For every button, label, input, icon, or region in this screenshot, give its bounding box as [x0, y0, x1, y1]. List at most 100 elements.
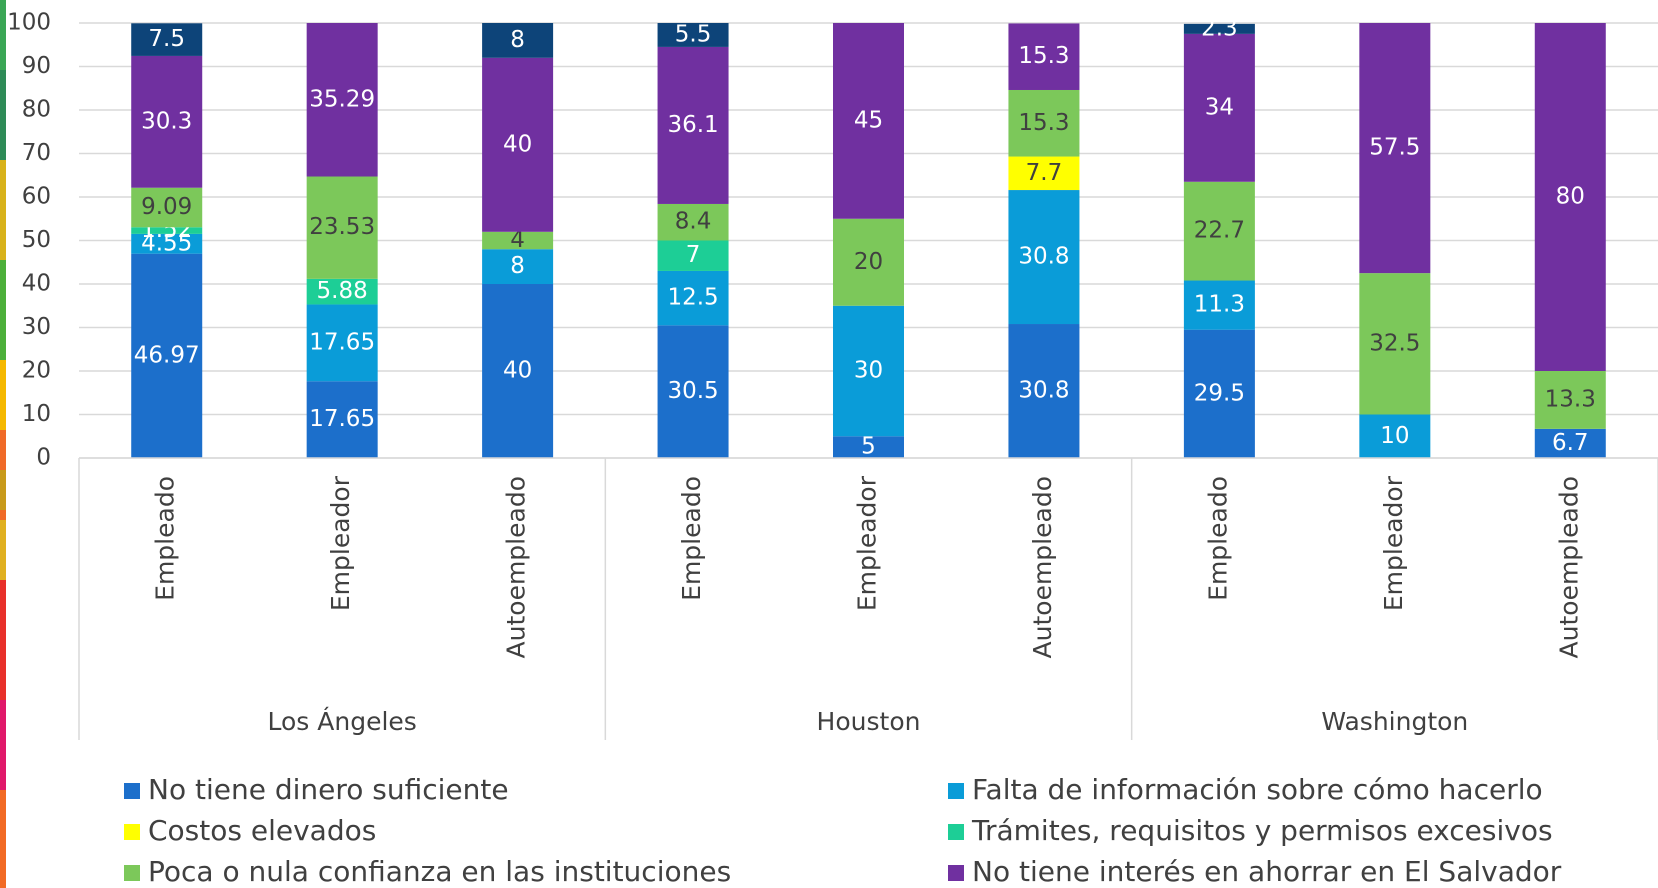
group-label: Washington [1321, 707, 1468, 736]
bar-segment [131, 227, 203, 234]
bar-segment [306, 304, 378, 382]
bar-segment [131, 187, 203, 228]
bar-segment [1359, 414, 1431, 458]
bar-segment [1534, 371, 1606, 429]
bar-segment [1183, 33, 1255, 182]
bar-segment [482, 57, 554, 232]
data-label: 7.7 [1026, 160, 1063, 186]
data-label: 5.5 [675, 21, 712, 47]
data-label: 15.3 [1018, 43, 1069, 69]
bar-segment [1183, 329, 1255, 458]
bar-segment [306, 23, 378, 177]
data-label: 4 [510, 227, 525, 253]
bar-segment [1359, 23, 1431, 274]
data-label: 5 [861, 434, 876, 460]
legend-label: No tiene interés en ahorrar en El Salvad… [972, 855, 1562, 888]
x-tick-label: Empleado [151, 476, 180, 601]
data-label: 10 [1380, 423, 1409, 449]
y-tick-label: 40 [22, 271, 51, 297]
legend-swatch [124, 824, 140, 840]
bar-segment [657, 203, 729, 241]
y-tick-label: 100 [7, 10, 51, 36]
data-label: 12.5 [667, 285, 718, 311]
data-label: 40 [503, 131, 532, 157]
y-tick-label: 70 [22, 140, 51, 166]
data-label: 23.53 [309, 214, 375, 240]
bar-segment [1183, 280, 1255, 330]
data-label: 7.5 [148, 26, 185, 52]
data-label: 8 [510, 253, 525, 279]
bar-segment [482, 249, 554, 284]
data-label: 36.1 [667, 112, 718, 138]
data-label: 22.7 [1194, 218, 1245, 244]
data-label: 13.3 [1545, 386, 1596, 412]
x-tick-label: Empleado [1203, 476, 1232, 601]
bar-segment [1008, 89, 1080, 157]
bar-segment [833, 436, 904, 458]
bar-segment [1008, 156, 1080, 191]
bar-segment [1534, 428, 1606, 458]
data-label: 29.5 [1194, 380, 1245, 406]
data-label: 46.97 [134, 342, 200, 368]
legend-label: Poca o nula confianza en las institucion… [148, 855, 731, 888]
data-label: 40 [503, 358, 532, 384]
bar-segment [482, 23, 554, 58]
bar-segment [1008, 23, 1080, 90]
data-label: 20 [854, 249, 883, 275]
bar-segment [306, 381, 378, 458]
y-tick-label: 30 [22, 314, 51, 340]
group-label: Houston [817, 707, 921, 736]
bar-segment [657, 46, 729, 204]
data-label: 35.29 [309, 86, 375, 112]
legend-swatch [948, 824, 964, 840]
x-tick-label: Empleado [677, 476, 706, 601]
x-tick-label: Empleador [853, 475, 882, 611]
legend-label: Trámites, requisitos y permisos excesivo… [971, 814, 1553, 847]
bar-segment [833, 305, 904, 437]
bar-segment [657, 325, 729, 458]
x-tick-label: Empleador [1379, 475, 1408, 611]
legend-swatch [124, 783, 140, 799]
data-label: 5.88 [317, 278, 368, 304]
data-label: 30 [854, 358, 883, 384]
data-label: 11.3 [1194, 292, 1245, 318]
y-tick-label: 10 [22, 401, 51, 427]
bar-segment [306, 278, 378, 305]
data-label: 17.65 [309, 406, 375, 432]
bar-segment [482, 231, 554, 250]
legend-swatch [948, 865, 964, 881]
bar-segment [131, 55, 203, 188]
bar-segment [833, 23, 904, 219]
data-label: 30.3 [141, 108, 192, 134]
legend-label: Falta de información sobre cómo hacerlo [972, 773, 1543, 806]
y-tick-label: 50 [22, 227, 51, 253]
data-label: 30.5 [667, 378, 718, 404]
data-label: 8 [510, 27, 525, 53]
data-label: 80 [1556, 184, 1585, 210]
data-label: 8.4 [675, 209, 712, 235]
data-label: 17.65 [309, 329, 375, 355]
data-label: 15.3 [1018, 110, 1069, 136]
data-label: 2.3 [1201, 15, 1238, 41]
x-tick-label: Empleador [326, 475, 355, 611]
bar-segment [657, 240, 729, 271]
bar-segment [1183, 23, 1255, 34]
group-label: Los Ángeles [268, 707, 417, 736]
legend-swatch [124, 865, 140, 881]
bar-segment [306, 176, 378, 279]
y-tick-label: 60 [22, 184, 51, 210]
bar-segment [131, 233, 203, 254]
data-label: 7 [686, 242, 701, 268]
bar-segment [131, 253, 203, 458]
legend-label: Costos elevados [148, 814, 376, 847]
y-tick-label: 0 [36, 445, 51, 471]
bar-segment [657, 23, 729, 47]
bar-segment [657, 270, 729, 326]
bar-segment [131, 23, 203, 56]
bar-segment [1534, 23, 1606, 371]
bar-segment [833, 218, 904, 306]
legend-label: No tiene dinero suficiente [148, 773, 509, 806]
bar-segment [1008, 324, 1080, 458]
data-label: 57.5 [1369, 135, 1420, 161]
x-tick-label: Autoempleado [502, 476, 531, 658]
